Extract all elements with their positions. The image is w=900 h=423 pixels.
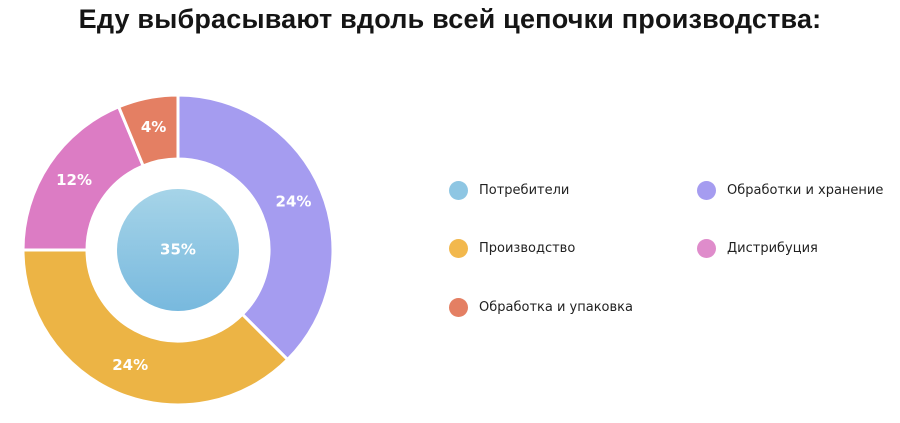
donut-slice-3 xyxy=(116,93,180,168)
legend-label: Дистрибуция xyxy=(727,240,818,256)
legend-item: Потребители xyxy=(449,180,569,200)
legend-label: Производство xyxy=(479,240,576,256)
slice-value-label: 24% xyxy=(276,193,312,211)
legend-label: Обработки и хранение xyxy=(727,182,884,198)
legend-dot-icon xyxy=(697,180,716,200)
legend-label: Потребители xyxy=(479,182,570,198)
center-value-label: 35% xyxy=(160,241,196,259)
legend-label: Обработка и упаковка xyxy=(479,299,633,315)
chart-title: Еду выбрасывают вдоль всей цепочки произ… xyxy=(78,4,822,34)
slice-value-label: 4% xyxy=(141,118,166,136)
legend-item: Обработка и упаковка xyxy=(449,297,633,317)
legend-dot-icon xyxy=(697,238,716,258)
slice-value-label: 12% xyxy=(56,171,92,189)
legend-dot-icon xyxy=(449,238,468,258)
legend-item: Обработки и хранение xyxy=(697,180,883,200)
legend-item: Производство xyxy=(449,238,575,258)
legend-item: Дистрибуция xyxy=(697,238,818,258)
center-circle-consumers xyxy=(117,189,239,311)
legend-dot-icon xyxy=(449,180,468,200)
donut-slice-1 xyxy=(21,248,290,407)
legend-dot-icon xyxy=(449,297,468,317)
slice-value-label: 24% xyxy=(112,356,148,374)
donut-slice-0 xyxy=(176,93,335,362)
